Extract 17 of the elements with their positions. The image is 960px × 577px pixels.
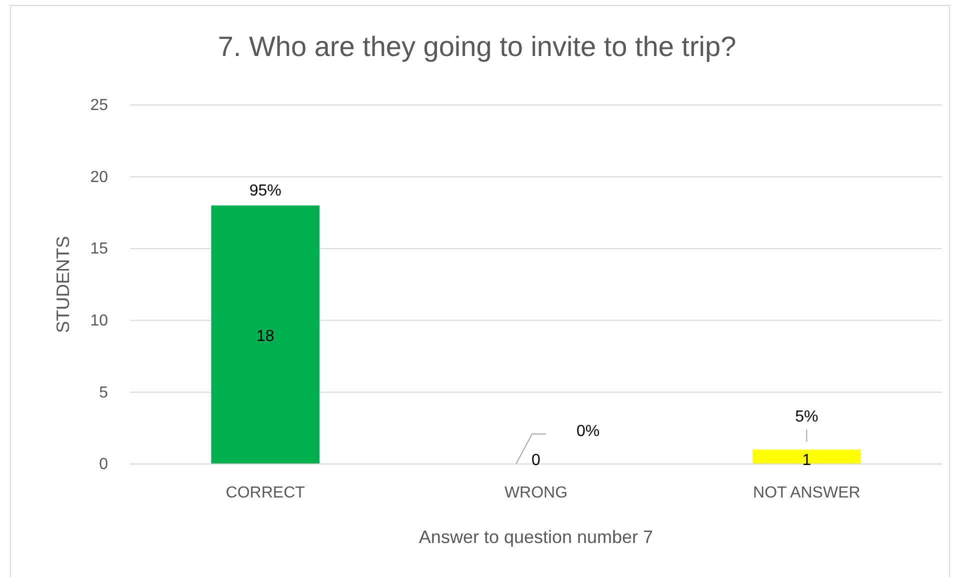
y-tick-label: 20: [90, 168, 108, 186]
y-tick-label: 5: [99, 384, 108, 402]
x-tick-label: WRONG: [504, 484, 568, 502]
y-tick-label: 25: [90, 97, 108, 114]
y-tick-label: 0: [99, 456, 108, 474]
x-tick-label: NOT ANSWER: [753, 484, 860, 502]
y-axis-title: STUDENTS: [53, 236, 73, 334]
chart-title: 7. Who are they going to invite to the trip?: [218, 31, 736, 62]
annotation: 95%: [249, 182, 282, 200]
y-tick-label: 10: [90, 312, 108, 330]
x-axis-title: Answer to question number 7: [418, 527, 654, 547]
annotation: 0%: [576, 423, 600, 440]
annotation: 5%: [795, 408, 818, 426]
data-label: 18: [256, 328, 274, 345]
x-tick-label: CORRECT: [226, 484, 306, 502]
y-tick-label: 15: [90, 240, 108, 258]
data-label: 0: [532, 452, 541, 469]
